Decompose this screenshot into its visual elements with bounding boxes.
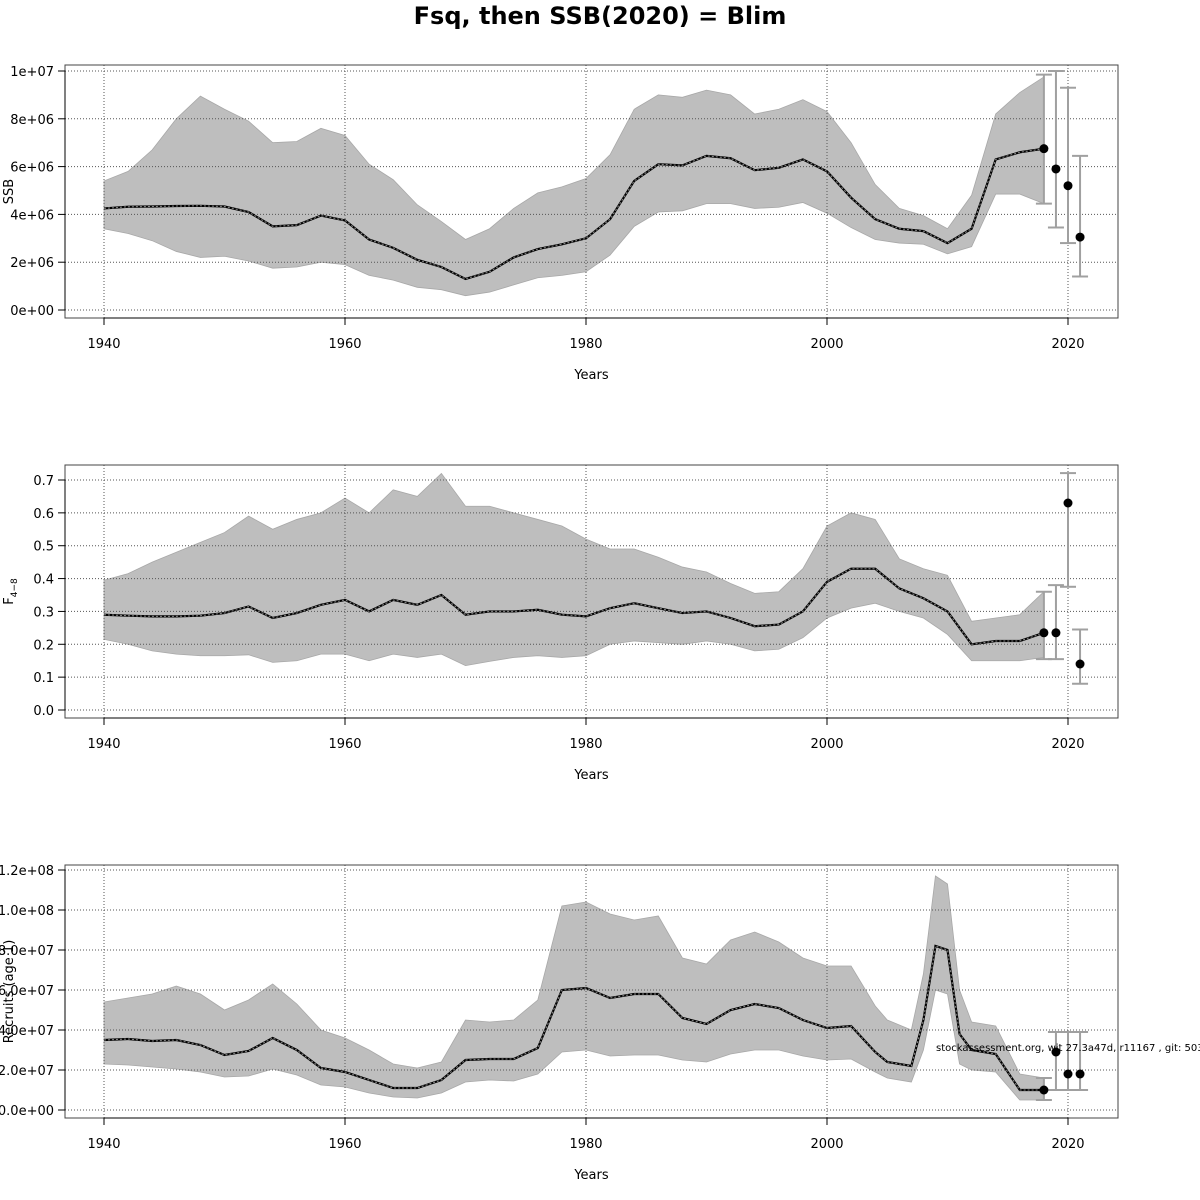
ssb-y-tick-label: 8e+06 bbox=[10, 113, 54, 128]
fbar-y-tick-label: 0.7 bbox=[33, 474, 54, 489]
fbar-x-axis-label: Years bbox=[573, 768, 609, 783]
panel-fbar: 1940 1960 1980 2000 2020 0.0 0.1 0.2 0.3 0.4 0.5 0.… bbox=[2, 464, 1119, 783]
page-title: Fsq, then SSB(2020) = Blim bbox=[413, 2, 787, 30]
recruits-forecast-point bbox=[1075, 1069, 1085, 1079]
ssb-x-tick-label: 2000 bbox=[810, 337, 843, 352]
panel-recruits: 1940 1960 1980 2000 2020 0.0e+00 2.0e+07 4.0e+0… bbox=[0, 864, 1119, 1183]
recruits-y-tick-label: 8.0e+07 bbox=[0, 944, 54, 959]
footnote-text: stockassessment.org, wit 27.3a47d, r1116… bbox=[936, 1043, 1200, 1054]
ssb-x-tick-label: 2020 bbox=[1051, 337, 1084, 352]
ssb-forecast-point bbox=[1063, 181, 1073, 191]
fbar-forecast-point bbox=[1075, 659, 1085, 669]
fbar-y-tick-label: 0.3 bbox=[33, 605, 54, 620]
ssb-y-tick-label: 4e+06 bbox=[10, 208, 54, 223]
fbar-x-tick-label: 2000 bbox=[810, 737, 843, 752]
fbar-x-tick-label: 1940 bbox=[87, 737, 120, 752]
fbar-confidence-band bbox=[103, 472, 1045, 667]
fbar-y-axis-label-main: F bbox=[2, 597, 17, 604]
recruits-x-tick-label: 1980 bbox=[569, 1137, 602, 1152]
ssb-x-tick-label: 1940 bbox=[87, 337, 120, 352]
recruits-forecast-point bbox=[1063, 1069, 1073, 1079]
ssb-y-tick-label: 0e+00 bbox=[10, 304, 54, 319]
fbar-forecast-point bbox=[1039, 628, 1049, 638]
recruits-y-tick-label: 1.2e+08 bbox=[0, 864, 54, 879]
fbar-y-tick-label: 0.5 bbox=[33, 540, 54, 555]
recruits-y-tick-label: 1.0e+08 bbox=[0, 904, 54, 919]
ssb-forecast-point bbox=[1075, 232, 1085, 242]
ssb-y-axis-label: SSB bbox=[2, 179, 17, 204]
fbar-y-tick-label: 0.2 bbox=[33, 638, 54, 653]
fbar-y-axis-label: F4−8 bbox=[2, 578, 20, 605]
ssb-forecast-point bbox=[1051, 164, 1061, 174]
fbar-y-tick-label: 0.0 bbox=[33, 704, 54, 719]
fbar-forecast-point bbox=[1063, 498, 1073, 508]
ssb-forecast-point bbox=[1039, 144, 1049, 154]
recruits-x-tick-label: 2020 bbox=[1051, 1137, 1084, 1152]
recruits-forecast-point bbox=[1051, 1047, 1061, 1057]
ssb-y-tick-label: 2e+06 bbox=[10, 256, 54, 271]
recruits-x-tick-label: 1940 bbox=[87, 1137, 120, 1152]
ssb-y-tick-label: 1e+07 bbox=[10, 65, 54, 80]
recruits-x-tick-label: 2000 bbox=[810, 1137, 843, 1152]
fbar-x-tick-label: 2020 bbox=[1051, 737, 1084, 752]
recruits-y-tick-label: 6.0e+07 bbox=[0, 984, 54, 999]
ssb-x-axis-label: Years bbox=[573, 368, 609, 383]
fbar-y-tick-label: 0.4 bbox=[33, 573, 54, 588]
ssb-estimate-line bbox=[103, 147, 1045, 281]
recruits-y-tick-label: 0.0e+00 bbox=[0, 1104, 54, 1119]
fbar-y-tick-label: 0.1 bbox=[33, 671, 54, 686]
recruits-x-tick-label: 1960 bbox=[328, 1137, 361, 1152]
recruits-x-axis-label: Years bbox=[573, 1168, 609, 1183]
fbar-x-tick-label: 1980 bbox=[569, 737, 602, 752]
panel-ssb: 1940 1960 1980 2000 2020 0e+00 2e+06 4e+06 6e+06… bbox=[2, 64, 1119, 383]
recruits-y-tick-label: 4.0e+07 bbox=[0, 1024, 54, 1039]
ssb-x-tick-label: 1980 bbox=[569, 337, 602, 352]
recruits-forecast-point bbox=[1039, 1085, 1049, 1095]
recruits-y-axis-label: Recruits (age 1) bbox=[2, 940, 17, 1044]
fbar-forecast-point bbox=[1051, 628, 1061, 638]
recruits-estimate-line bbox=[103, 944, 1044, 1092]
ssb-x-tick-label: 1960 bbox=[328, 337, 361, 352]
ssb-y-tick-label: 6e+06 bbox=[10, 161, 54, 176]
fbar-y-tick-label: 0.6 bbox=[33, 507, 54, 522]
ssb-confidence-band bbox=[103, 76, 1045, 297]
fbar-x-tick-label: 1960 bbox=[328, 737, 361, 752]
recruits-y-tick-label: 2.0e+07 bbox=[0, 1064, 54, 1079]
fbar-y-axis-label-sub: 4−8 bbox=[10, 578, 20, 597]
fbar-estimate-line bbox=[103, 567, 1045, 646]
